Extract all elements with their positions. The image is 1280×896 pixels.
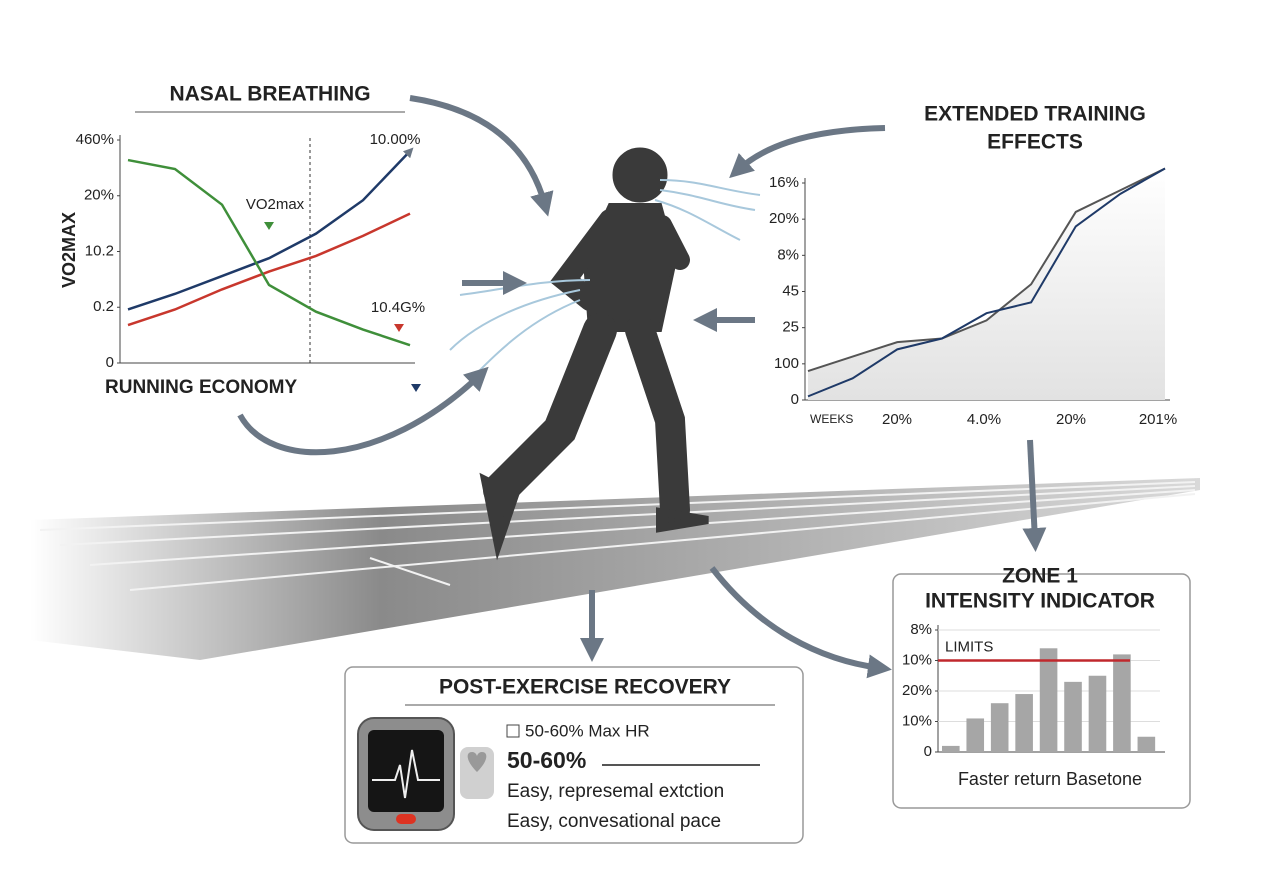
y-tick-label: 45 — [782, 282, 799, 299]
flow-arrows — [237, 95, 1047, 679]
track — [30, 478, 1200, 660]
series-area — [808, 168, 1165, 400]
y-tick-label: 10.2 — [85, 242, 114, 259]
x-tick-label: 20% — [1056, 411, 1086, 428]
y-tick-label: 0 — [791, 391, 799, 408]
recovery-line: 50-60% — [507, 747, 586, 773]
series-line — [127, 212, 411, 327]
annotation: 10.4G% — [371, 299, 425, 316]
y-tick-label: 100 — [774, 355, 799, 372]
x-tick-label: 4.0% — [967, 411, 1001, 428]
bar — [1015, 694, 1033, 752]
recovery-line: Easy, represemal extction — [507, 781, 724, 802]
chart-title: NASAL BREATHING — [169, 83, 370, 106]
x-axis-label: Faster return Basetone — [958, 769, 1142, 789]
y-tick-label: 25 — [782, 319, 799, 336]
bar — [1039, 648, 1058, 752]
y-tick-label: 20% — [902, 682, 932, 699]
chart-title: INTENSITY INDICATOR — [925, 590, 1155, 613]
bar — [1113, 654, 1131, 752]
y-tick-label: 0 — [106, 354, 114, 371]
bar — [942, 745, 960, 752]
airflow — [449, 179, 761, 376]
y-tick-label: 8% — [910, 621, 932, 638]
series-line — [127, 147, 414, 311]
y-tick-label: 20% — [769, 210, 799, 227]
triangle — [264, 222, 274, 230]
recovery-title: POST-EXERCISE RECOVERY — [439, 676, 731, 699]
limit-label: LIMITS — [945, 638, 993, 655]
y-axis-label: VO2MAX — [59, 212, 79, 288]
recovery-line: Easy, convesational pace — [507, 811, 721, 832]
series-line — [807, 167, 1166, 398]
y-tick-label: 20% — [84, 187, 114, 204]
y-tick-label: 0 — [924, 743, 932, 760]
recovery-line: 50-60% Max HR — [525, 721, 650, 740]
annotation: VO2max — [246, 196, 305, 213]
bar — [990, 703, 1009, 752]
series-line — [127, 158, 411, 347]
bar — [1137, 736, 1156, 752]
bar — [1064, 681, 1082, 752]
series-line — [807, 167, 1166, 373]
chart-title: ZONE 1 — [1002, 565, 1078, 588]
x-axis-label: RUNNING ECONOMY — [105, 377, 297, 398]
y-tick-label: 10% — [902, 651, 932, 668]
y-tick-label: 8% — [777, 246, 799, 263]
triangle — [394, 324, 404, 332]
y-tick-label: 16% — [769, 174, 799, 191]
y-tick-label: 10% — [902, 712, 932, 729]
annotation: 10.00% — [370, 131, 421, 148]
bar — [1088, 675, 1107, 752]
y-tick-label: 460% — [76, 131, 114, 148]
y-tick-label: 0.2 — [93, 298, 114, 315]
triangle — [411, 384, 421, 392]
x-tick-label: 20% — [882, 411, 912, 428]
recovery-panel: POST-EXERCISE RECOVERY — [344, 666, 804, 844]
chart-title: EXTENDED TRAINING — [924, 103, 1146, 126]
bar — [966, 718, 985, 752]
x-tick-label: WEEKS — [810, 412, 853, 426]
x-tick-label: 201% — [1139, 411, 1177, 428]
edit-icon — [506, 724, 520, 738]
chart-title: EFFECTS — [987, 131, 1083, 154]
